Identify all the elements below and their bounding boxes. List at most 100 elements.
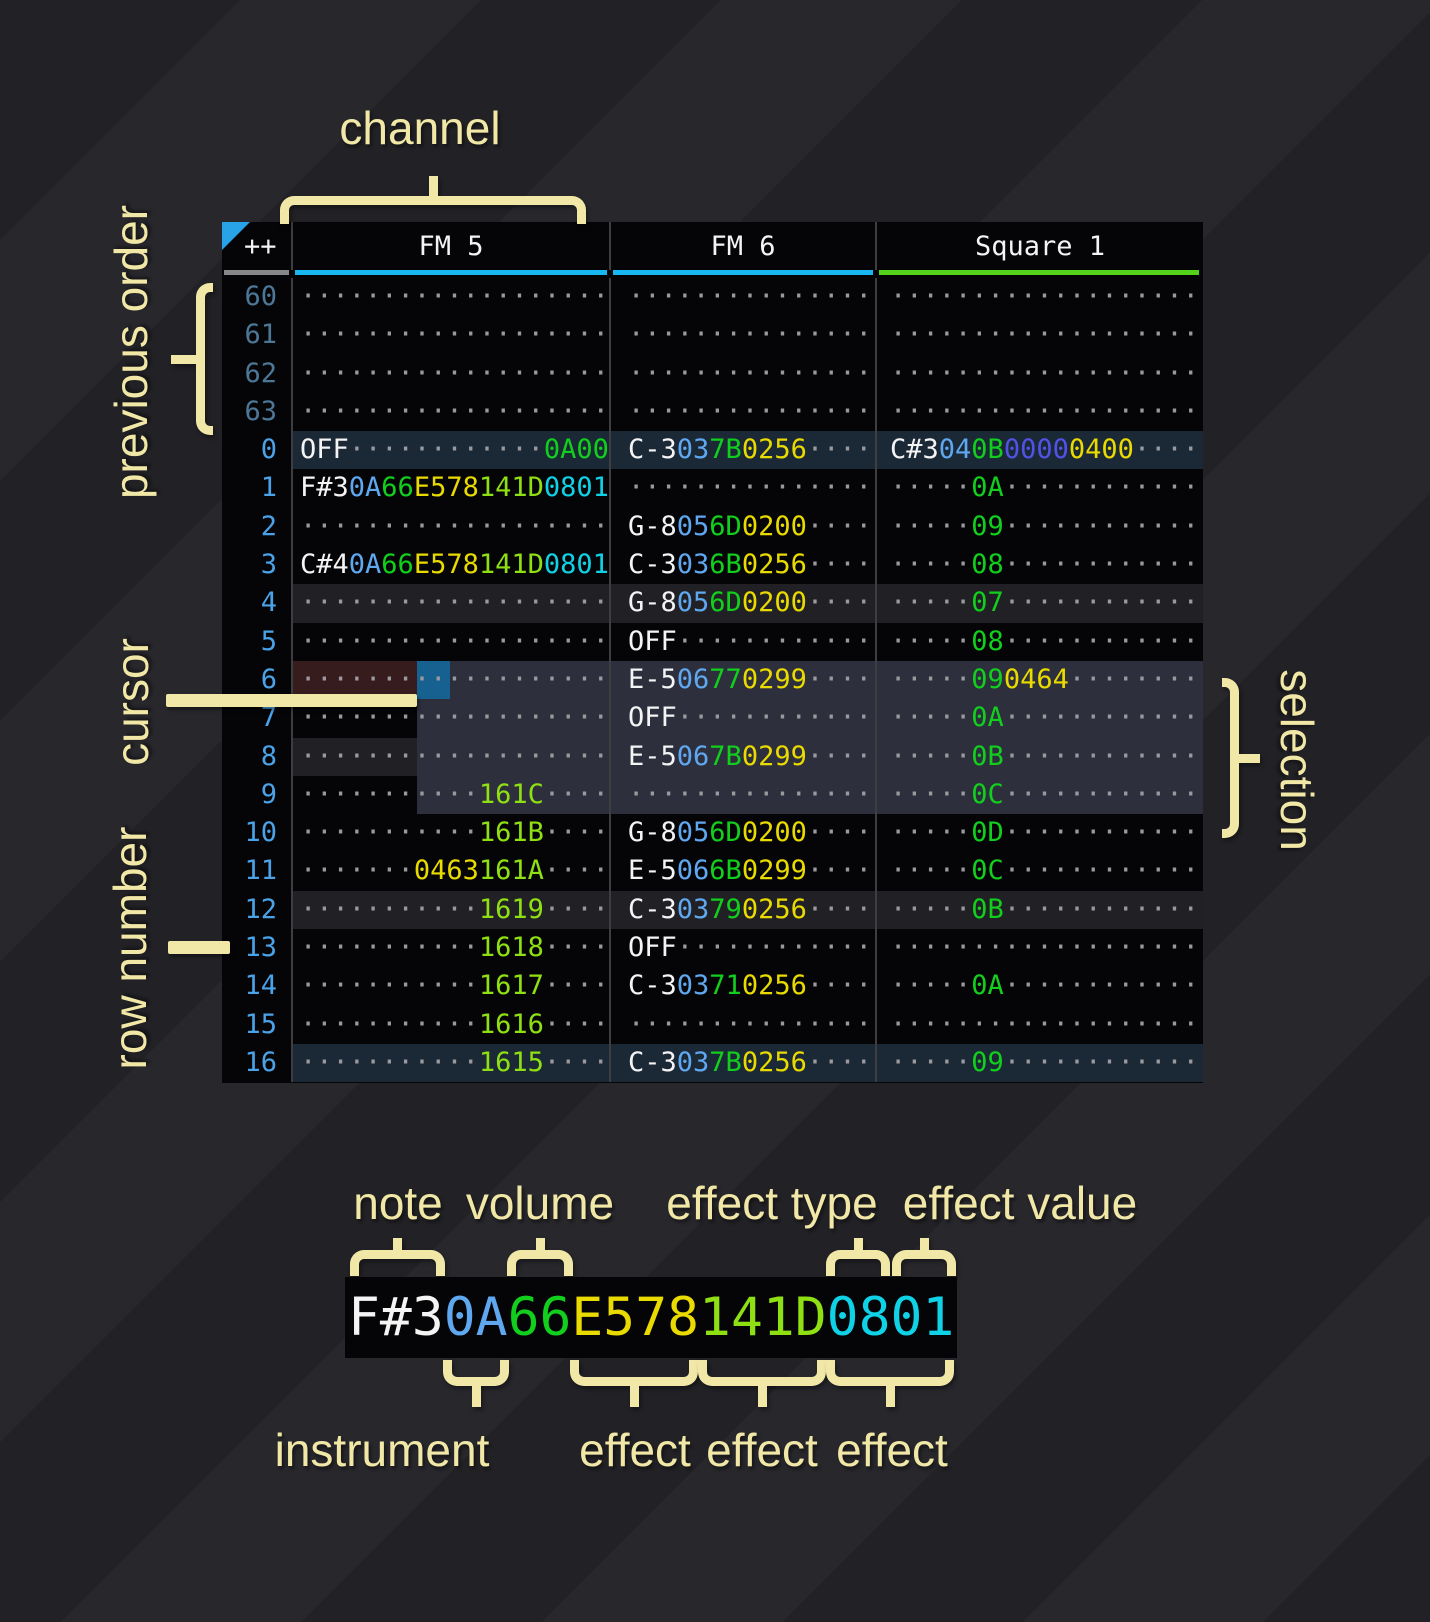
pattern-cell[interactable]: ···················	[877, 1006, 1203, 1044]
pattern-cell[interactable]: OFF············	[611, 699, 877, 738]
pattern-cell[interactable]: ·····0A············	[877, 699, 1203, 737]
pattern-cell[interactable]: F#30A66E578141D0801	[293, 469, 611, 508]
pattern-row[interactable]: 15 ···········1616···· ··············· ····…	[222, 1005, 1203, 1044]
pattern-cell[interactable]: ···················	[293, 354, 611, 393]
pattern-cell[interactable]: ·····0C············	[877, 852, 1203, 890]
pattern-cell[interactable]: E-506770299····	[611, 660, 877, 700]
pattern-cell[interactable]: ·····08············	[877, 623, 1203, 661]
pattern-row[interactable]: 5 ··················· OFF············ ·····…	[222, 622, 1203, 661]
pattern-cell[interactable]: ···················	[877, 316, 1203, 354]
pattern-row[interactable]: 1 F#30A66E578141D0801 ··············· ·····…	[222, 469, 1203, 508]
pattern-row[interactable]: 61 ··················· ··············· ····…	[222, 316, 1203, 355]
pattern-cell[interactable]: ···········161C····	[293, 775, 611, 815]
pattern-cell[interactable]: E-5067B0299····	[611, 737, 877, 776]
effect-field: ····	[741, 319, 807, 351]
pattern-cell[interactable]: ···················	[293, 737, 611, 776]
pattern-row[interactable]: 8 ··················· E-5067B0299···· ·····…	[222, 737, 1203, 776]
pattern-cell[interactable]: C#40A66E578141D0801	[293, 546, 611, 585]
pattern-cell[interactable]: ·····0D············	[877, 814, 1203, 852]
note-field: ···	[300, 319, 349, 351]
channel-header-square-1[interactable]: Square 1	[974, 230, 1106, 262]
pattern-cell[interactable]: ·····0A············	[877, 967, 1203, 1005]
pattern-row[interactable]: 2 ··················· G-8056D0200···· ·····…	[222, 507, 1203, 547]
effect-field: ····	[478, 395, 544, 427]
pattern-cell[interactable]: G-8056D0200····	[611, 584, 877, 623]
pattern-cell[interactable]: ···················	[293, 660, 611, 700]
channel-header-fm-6[interactable]: FM 6	[611, 222, 877, 270]
pattern-cell[interactable]: OFF············	[611, 929, 877, 968]
pattern-cell[interactable]: C-3036B0256····	[611, 546, 877, 585]
pattern-cell[interactable]: ···················	[293, 584, 611, 623]
pattern-row[interactable]: 16 ···········1615···· C-3037B0256···· ····…	[222, 1043, 1203, 1083]
pattern-cell[interactable]: ···················	[877, 929, 1203, 967]
pattern-cell[interactable]: E-5066B0299····	[611, 852, 877, 891]
pattern-cell[interactable]: ···········1619····	[293, 890, 611, 930]
pattern-cell[interactable]: ···················	[293, 392, 611, 432]
pattern-cell[interactable]: C-303710256····	[611, 967, 877, 1006]
effect-field: ····	[413, 663, 479, 695]
pattern-cell[interactable]: ···········1616····	[293, 1005, 611, 1044]
pattern-row[interactable]: 62 ··················· ··············· ····…	[222, 354, 1203, 393]
effect-field: ····	[413, 817, 479, 849]
volume-field: 66	[381, 549, 414, 581]
pattern-cell[interactable]: G-8056D0200····	[611, 507, 877, 547]
pattern-row[interactable]: 4 ··················· G-8056D0200···· ·····…	[222, 584, 1203, 623]
pattern-cell[interactable]: ···················	[877, 278, 1203, 316]
pattern-cell[interactable]: OFF············0A00	[293, 431, 611, 470]
pattern-cell[interactable]: ·····0B············	[877, 738, 1203, 776]
pattern-cell[interactable]: ·····0C············	[877, 776, 1203, 814]
volume-field: ··	[381, 740, 414, 772]
pattern-cell[interactable]: ···········1615····	[293, 1043, 611, 1083]
legend-effect: 141D	[699, 1287, 827, 1348]
pattern-cell[interactable]: ···················	[293, 622, 611, 661]
pattern-cell[interactable]: ···················	[877, 355, 1203, 393]
pattern-cell[interactable]: ···········1617····	[293, 967, 611, 1006]
pattern-cell[interactable]: G-8056D0200····	[611, 814, 877, 853]
pattern-row[interactable]: 14 ···········1617···· C-303710256···· ····…	[222, 967, 1203, 1006]
pattern-cell[interactable]: ···············	[611, 278, 877, 317]
pattern-cell[interactable]: ·····09············	[877, 508, 1203, 546]
order-corner[interactable]: ++	[222, 222, 293, 270]
pattern-cell[interactable]: ···················	[293, 699, 611, 738]
row-number: 4	[222, 584, 293, 623]
pattern-cell[interactable]: C#3040B00000400····	[877, 431, 1203, 469]
example-cell: F#30A66E578141D0801	[345, 1277, 957, 1358]
pattern-cell[interactable]: ···············	[611, 1005, 877, 1044]
pattern-cell[interactable]: ·····0A············	[877, 469, 1203, 507]
pattern-row[interactable]: 6 ··················· E-506770299···· ·····…	[222, 660, 1203, 700]
pattern-row[interactable]: 3 C#40A66E578141D0801 C-3036B0256···· ·····…	[222, 546, 1203, 585]
pattern-cell[interactable]: C-3037B0256····	[611, 431, 877, 470]
pattern-cell[interactable]: OFF············	[611, 622, 877, 661]
pattern-row[interactable]: 7 ··················· OFF············ ·····…	[222, 699, 1203, 738]
pattern-cell[interactable]: C-3037B0256····	[611, 1043, 877, 1083]
pattern-row[interactable]: 12 ···········1619···· C-303790256···· ····…	[222, 890, 1203, 930]
pattern-cell[interactable]: ···········1618····	[293, 929, 611, 968]
pattern-row[interactable]: 10 ···········161B···· G-8056D0200···· ····…	[222, 814, 1203, 853]
pattern-cell[interactable]: ·····0B············	[877, 891, 1203, 929]
effect-field: ····	[806, 702, 872, 734]
pattern-cell[interactable]: ·····07············	[877, 584, 1203, 622]
pattern-cell[interactable]: ·····09············	[877, 1044, 1203, 1082]
pattern-cell[interactable]: ·····08············	[877, 546, 1203, 584]
pattern-cell[interactable]: ···················	[877, 393, 1203, 431]
pattern-cell[interactable]: C-303790256····	[611, 890, 877, 930]
instrument-bracket	[443, 1360, 509, 1407]
pattern-cell[interactable]: ···············	[611, 392, 877, 432]
pattern-cell[interactable]: ···················	[293, 507, 611, 547]
pattern-cell[interactable]: ···············	[611, 354, 877, 393]
pattern-cell[interactable]: ·······0463161A····	[293, 852, 611, 891]
pattern-row[interactable]: 60 ··················· ··············· ····…	[222, 278, 1203, 317]
pattern-cell[interactable]: ···············	[611, 469, 877, 508]
pattern-cell[interactable]: ···············	[611, 316, 877, 355]
pattern-cell[interactable]: ···············	[611, 775, 877, 815]
pattern-row[interactable]: 13 ···········1618···· OFF············ ····…	[222, 929, 1203, 968]
pattern-cell[interactable]: ···················	[293, 278, 611, 317]
channel-header-fm-5[interactable]: FM 5	[293, 222, 611, 270]
pattern-row[interactable]: 0 OFF············0A00 C-3037B0256···· C#304…	[222, 431, 1203, 470]
pattern-cell[interactable]: ···················	[293, 316, 611, 355]
pattern-row[interactable]: 9 ···········161C···· ··············· ·····…	[222, 775, 1203, 815]
pattern-cell[interactable]: ·····090464········	[877, 661, 1203, 699]
pattern-row[interactable]: 11 ·······0463161A···· E-5066B0299···· ····…	[222, 852, 1203, 891]
pattern-cell[interactable]: ···········161B····	[293, 814, 611, 853]
pattern-row[interactable]: 63 ··················· ··············· ····…	[222, 392, 1203, 432]
